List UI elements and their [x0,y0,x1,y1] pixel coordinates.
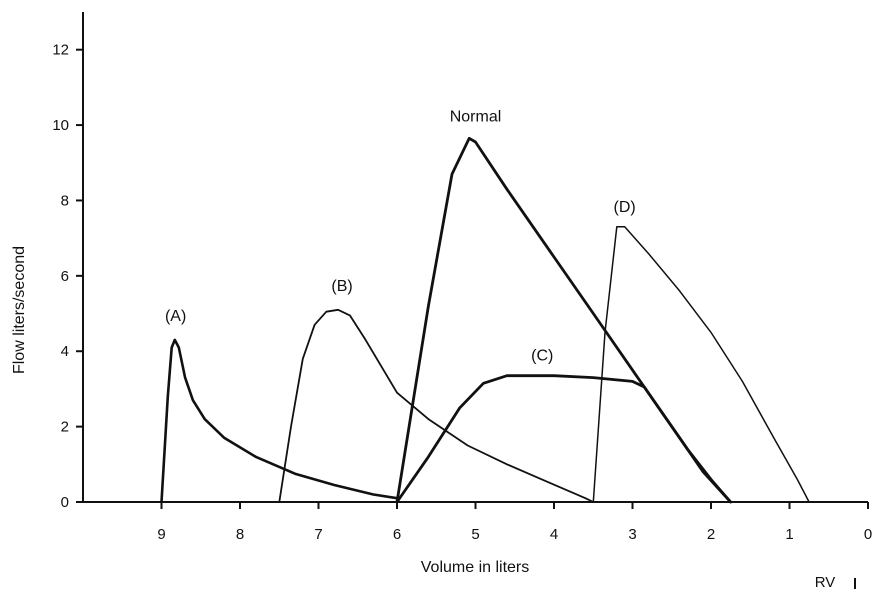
series-line-b [278,308,595,503]
y-tick-label: 2 [61,419,69,436]
curve-label-a: (A) [165,308,186,325]
x-axis-ticks: 9 8 7 6 5 4 3 2 1 0 [157,502,872,543]
x-tick-label: 7 [314,526,322,543]
curve-label-normal: Normal [450,108,502,125]
x-tick-label: 5 [471,526,479,543]
x-tick-label: 0 [864,526,872,543]
series-line-normal [395,136,732,504]
series-line-d [592,226,810,503]
series-line-c [395,374,732,504]
x-tick-label: 9 [157,526,165,543]
y-tick-label: 0 [61,494,69,511]
x-tick-label: 1 [785,526,793,543]
x-tick-label: 2 [707,526,715,543]
curve-label-b: (B) [331,278,352,295]
y-tick-label: 12 [52,42,69,59]
y-tick-label: 8 [61,192,69,209]
series-line-a [160,338,399,504]
x-tick-label: 3 [628,526,636,543]
curve-labels: (A) (B) Normal (C) (D) [165,108,636,364]
curve-label-d: (D) [614,199,636,216]
x-axis-title: Volume in liters [421,559,530,576]
y-axis-ticks: 0 2 4 6 8 10 12 [52,42,83,511]
series-layer [160,136,810,504]
curve-label-c: (C) [531,348,553,365]
y-axis-title: Flow liters/second [11,246,28,374]
x-tick-label: 4 [550,526,558,543]
x-tick-label: 8 [236,526,244,543]
rv-marker-label: RV [815,574,836,591]
y-tick-label: 10 [52,117,69,134]
y-tick-label: 4 [61,343,69,360]
x-tick-label: 6 [393,526,401,543]
y-tick-label: 6 [61,268,69,285]
